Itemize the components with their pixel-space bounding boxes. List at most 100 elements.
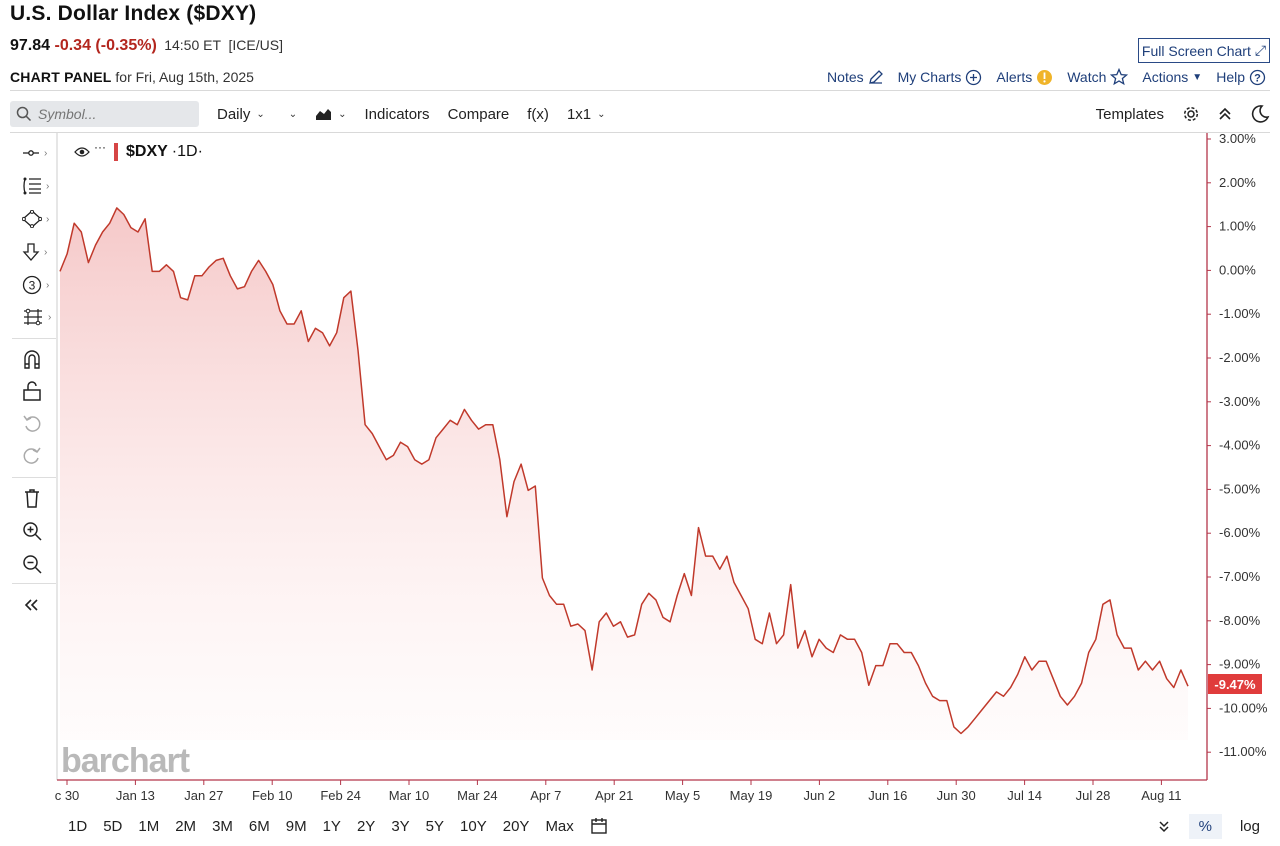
zoom-in-button[interactable]: [22, 518, 56, 544]
full-screen-label: Full Screen Chart: [1141, 42, 1251, 59]
series-color-swatch: [114, 143, 118, 161]
series-menu-icon[interactable]: ···: [94, 140, 106, 154]
x-tick-label: Jan 27: [184, 788, 223, 803]
range-20y[interactable]: 20Y: [502, 817, 530, 835]
y-tick-label: -6.00%: [1219, 525, 1261, 540]
templates-button[interactable]: Templates: [1096, 106, 1164, 123]
shape-tool-button[interactable]: ›: [22, 206, 56, 232]
chevron-down-icon: ⌄: [256, 108, 265, 120]
help-icon: ?: [1249, 69, 1266, 85]
chart-type-dropdown[interactable]: ⌄: [315, 107, 347, 121]
measure-tool-button[interactable]: ›: [22, 304, 56, 330]
calendar-icon[interactable]: [590, 817, 608, 835]
actions-label: Actions: [1142, 69, 1189, 85]
redo-button[interactable]: [22, 443, 56, 469]
collapse-up-icon[interactable]: [1218, 106, 1232, 122]
counter-tool-button[interactable]: 3 ›: [22, 272, 56, 298]
chart-panel-title: CHART PANEL: [10, 69, 112, 85]
range-9m[interactable]: 9M: [285, 817, 307, 835]
delete-button[interactable]: [22, 485, 56, 511]
range-2m[interactable]: 2M: [175, 817, 197, 835]
help-link[interactable]: Help ?: [1216, 69, 1266, 86]
percent-scale-button[interactable]: %: [1188, 813, 1222, 839]
x-tick-label: Apr 7: [530, 788, 561, 803]
lock-button[interactable]: [22, 378, 56, 404]
dark-mode-icon[interactable]: [1250, 104, 1270, 124]
range-max[interactable]: Max: [545, 817, 574, 835]
log-scale-button[interactable]: log: [1239, 817, 1260, 835]
x-tick-label: Jul 14: [1007, 788, 1042, 803]
range-1d[interactable]: 1D: [68, 817, 88, 835]
caret-down-icon: ▼: [1192, 71, 1203, 83]
double-chevron-down-icon[interactable]: [1157, 819, 1171, 833]
compare-button[interactable]: Compare: [448, 106, 510, 123]
symbol-search: [10, 101, 199, 127]
magnet-button[interactable]: [22, 346, 56, 372]
templates-label: Templates: [1095, 105, 1164, 123]
layout-dropdown[interactable]: 1x1 ⌄: [567, 106, 606, 123]
header-divider: [10, 90, 1270, 91]
watch-label: Watch: [1067, 69, 1107, 85]
top-links: Notes My Charts Alerts Watch Actions ▼ H…: [827, 68, 1266, 86]
x-tick-label: Feb 10: [252, 788, 292, 803]
eye-icon[interactable]: [74, 146, 90, 158]
arrow-tool-button[interactable]: ›: [22, 239, 56, 265]
range-3y[interactable]: 3Y: [391, 817, 410, 835]
unlock-icon: [23, 381, 41, 401]
chevron-right-icon: ›: [44, 246, 48, 258]
svg-text:?: ?: [1254, 72, 1261, 84]
zoom-out-button[interactable]: [22, 551, 56, 577]
line-tool-icon: [23, 150, 39, 156]
sidebar-divider: [12, 338, 56, 339]
undo-icon: [23, 415, 41, 432]
range-5d[interactable]: 5D: [103, 817, 123, 835]
trash-icon: [25, 489, 39, 508]
plus-circle-icon: [966, 69, 982, 85]
line-tool-button[interactable]: ›: [22, 140, 56, 166]
y-tick-label: -11.00%: [1219, 744, 1267, 759]
fibonacci-icon: [23, 177, 41, 195]
my-charts-link[interactable]: My Charts: [898, 69, 983, 86]
interval-dropdown[interactable]: Daily ⌄: [217, 106, 265, 123]
chart-settings-dropdown[interactable]: ⌄: [289, 109, 297, 120]
fib-tool-button[interactable]: ›: [22, 173, 56, 199]
watch-link[interactable]: Watch: [1067, 68, 1129, 86]
chevron-down-icon: ⌄: [338, 108, 347, 120]
alerts-link[interactable]: Alerts: [996, 69, 1053, 86]
range-5y[interactable]: 5Y: [425, 817, 445, 835]
indicators-button[interactable]: Indicators: [365, 106, 430, 123]
range-6m[interactable]: 6M: [248, 817, 270, 835]
chevron-right-icon: ›: [46, 180, 50, 192]
undo-button[interactable]: [22, 411, 56, 437]
full-screen-chart-button[interactable]: Full Screen Chart ⤢: [1138, 38, 1270, 63]
polygon-icon: [22, 210, 42, 228]
page-title: U.S. Dollar Index ($DXY): [10, 2, 257, 25]
range-10y[interactable]: 10Y: [460, 817, 487, 835]
range-3m[interactable]: 3M: [212, 817, 233, 835]
range-2y[interactable]: 2Y: [356, 817, 376, 835]
function-button[interactable]: f(x): [527, 106, 549, 123]
actions-menu[interactable]: Actions ▼: [1142, 69, 1202, 85]
chevron-right-icon: ›: [48, 311, 52, 323]
function-label: f(x): [527, 105, 549, 123]
collapse-sidebar-button[interactable]: [22, 592, 56, 618]
arrow-down-icon: [22, 243, 40, 261]
notes-label: Notes: [827, 69, 864, 85]
zoom-out-icon: [23, 555, 42, 574]
symbol-search-input[interactable]: [38, 106, 188, 122]
x-tick-label: Mar 24: [457, 788, 497, 803]
chevron-down-icon: ⌄: [288, 108, 298, 120]
interval-label: Daily: [217, 105, 251, 123]
range-selector: 1D 5D 1M 2M 3M 6M 9M 1Y 2Y 3Y 5Y 10Y 20Y…: [60, 812, 1270, 840]
chevron-right-icon: ›: [44, 147, 48, 159]
barchart-logo: barchart: [61, 742, 190, 780]
range-1m[interactable]: 1M: [138, 817, 160, 835]
series-interval: ·1D·: [171, 143, 203, 160]
toolbar-divider: [10, 132, 1270, 133]
scale-options: % log: [1157, 813, 1270, 839]
range-1y[interactable]: 1Y: [322, 817, 341, 835]
number-marker-icon: 3: [22, 275, 42, 295]
gear-icon[interactable]: [1182, 105, 1200, 123]
notes-link[interactable]: Notes: [827, 69, 884, 85]
